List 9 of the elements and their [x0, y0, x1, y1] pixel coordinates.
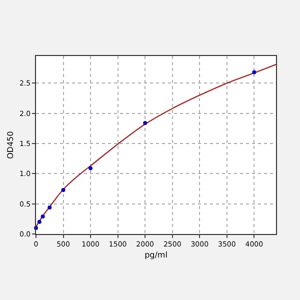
- point: [61, 188, 66, 192]
- x-axis-title: pg/ml: [144, 250, 168, 260]
- point: [40, 214, 45, 218]
- point: [37, 220, 42, 224]
- point: [252, 70, 256, 74]
- point: [48, 205, 52, 210]
- y-axis-title: OD450: [6, 131, 16, 159]
- point: [143, 120, 148, 125]
- point: [88, 166, 93, 170]
